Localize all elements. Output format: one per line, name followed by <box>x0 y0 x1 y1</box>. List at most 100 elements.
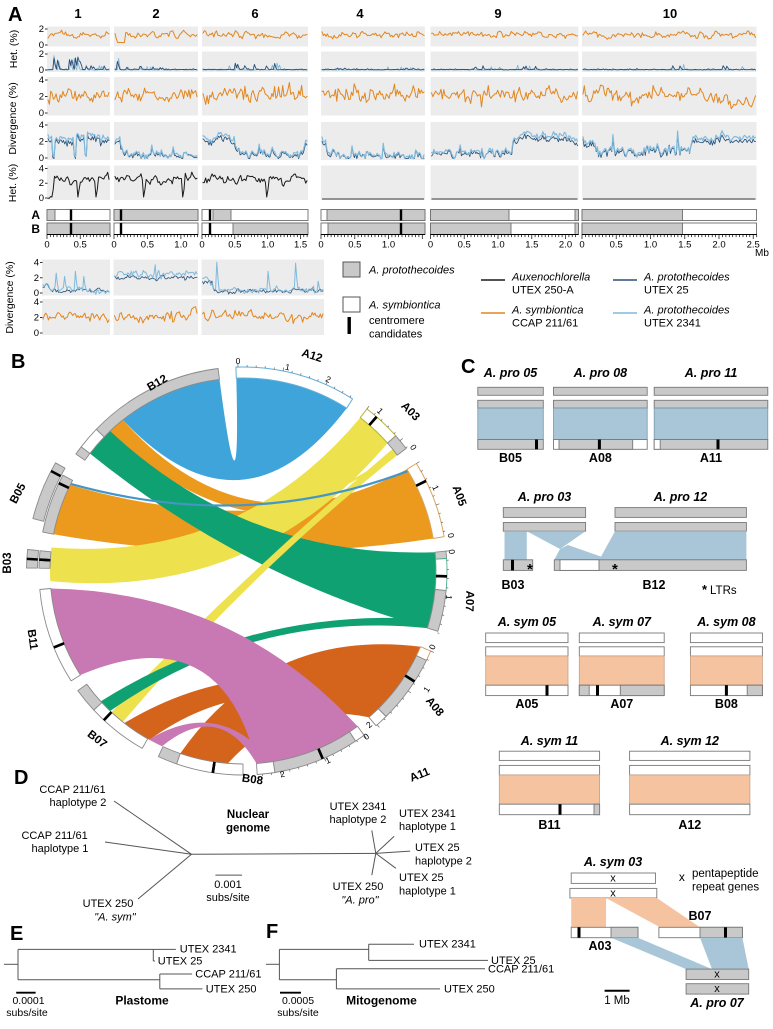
svg-text:1 Mb: 1 Mb <box>604 995 630 1007</box>
svg-text:1.0: 1.0 <box>491 240 504 251</box>
svg-text:A. pro 12: A. pro 12 <box>653 490 708 504</box>
svg-text:haplotype 2: haplotype 2 <box>330 814 387 826</box>
svg-text:*: * <box>612 561 618 578</box>
svg-text:0.0005: 0.0005 <box>282 995 314 1007</box>
svg-text:B11: B11 <box>538 818 560 832</box>
svg-text:0: 0 <box>428 240 433 251</box>
svg-text:x: x <box>714 983 720 995</box>
svg-text:pentapeptide: pentapeptide <box>692 868 759 880</box>
svg-text:4: 4 <box>356 6 364 21</box>
svg-text:0: 0 <box>318 240 323 251</box>
svg-text:CCAP 211/61: CCAP 211/61 <box>39 784 105 796</box>
svg-text:0.5: 0.5 <box>74 240 87 251</box>
svg-text:A. pro 11: A. pro 11 <box>684 366 738 380</box>
svg-text:E: E <box>10 923 23 945</box>
svg-text:2.0: 2.0 <box>712 240 725 251</box>
svg-text:UTEX 25: UTEX 25 <box>399 872 444 884</box>
svg-text:A11: A11 <box>700 451 722 465</box>
svg-text:UTEX 250-A: UTEX 250-A <box>512 285 574 297</box>
svg-text:A: A <box>8 4 22 26</box>
svg-text:haplotype 1: haplotype 1 <box>399 821 456 833</box>
svg-text:*: * <box>527 561 533 578</box>
svg-text:A. protothecoides: A. protothecoides <box>643 305 730 317</box>
svg-text:2: 2 <box>152 6 159 21</box>
svg-text:A. sym 12: A. sym 12 <box>660 734 719 748</box>
svg-text:D: D <box>14 767 28 789</box>
svg-text:UTEX 250: UTEX 250 <box>333 881 384 893</box>
svg-text:A. symbiontica: A. symbiontica <box>511 305 584 317</box>
svg-text:UTEX 25: UTEX 25 <box>644 285 689 297</box>
svg-text:CCAP 211/61: CCAP 211/61 <box>195 969 261 981</box>
svg-text:0.5: 0.5 <box>228 240 241 251</box>
svg-text:UTEX 2341: UTEX 2341 <box>180 944 237 956</box>
svg-text:UTEX 25: UTEX 25 <box>158 956 203 968</box>
svg-text:1: 1 <box>74 6 81 21</box>
svg-text:Mb: Mb <box>755 248 769 259</box>
svg-text:2.0: 2.0 <box>559 240 572 251</box>
svg-text:CCAP 211/61: CCAP 211/61 <box>512 318 578 330</box>
svg-text:A. pro 03: A. pro 03 <box>517 490 572 504</box>
svg-text:repeat genes: repeat genes <box>692 882 759 894</box>
svg-text:"A. sym": "A. sym" <box>94 912 137 924</box>
svg-text:Het. (%): Het. (%) <box>8 30 20 69</box>
svg-text:1.5: 1.5 <box>294 240 307 251</box>
svg-text:F: F <box>266 921 278 943</box>
svg-text:A07: A07 <box>610 697 633 711</box>
svg-text:1.5: 1.5 <box>525 240 538 251</box>
svg-text:UTEX 2341: UTEX 2341 <box>330 801 387 813</box>
svg-text:4: 4 <box>39 164 44 175</box>
svg-text:candidates: candidates <box>369 329 423 341</box>
svg-text:0.5: 0.5 <box>610 240 623 251</box>
svg-text:A. protothecoides: A. protothecoides <box>643 272 730 284</box>
svg-text:1.0: 1.0 <box>382 240 395 251</box>
svg-text:2: 2 <box>39 178 44 189</box>
svg-text:UTEX 25: UTEX 25 <box>415 842 460 854</box>
svg-text:1.0: 1.0 <box>261 240 274 251</box>
svg-text:2: 2 <box>34 313 39 324</box>
svg-text:centromere: centromere <box>369 315 425 327</box>
svg-text:Divergence (%): Divergence (%) <box>7 82 19 154</box>
svg-text:A07: A07 <box>463 590 476 612</box>
svg-text:0: 0 <box>39 108 44 119</box>
svg-text:"A. pro": "A. pro" <box>341 895 379 907</box>
svg-text:subs/site: subs/site <box>6 1007 48 1019</box>
svg-text:4: 4 <box>39 120 44 131</box>
svg-text:A. sym 11: A. sym 11 <box>520 734 578 748</box>
svg-text:UTEX 2341: UTEX 2341 <box>644 318 701 330</box>
svg-text:B03: B03 <box>502 578 525 592</box>
svg-text:B07: B07 <box>689 909 712 923</box>
svg-text:0.5: 0.5 <box>458 240 471 251</box>
svg-text:UTEX 2341: UTEX 2341 <box>399 808 456 820</box>
svg-text:A. protothecoides: A. protothecoides <box>368 265 455 277</box>
svg-text:Plastome: Plastome <box>115 994 169 1008</box>
svg-text:B05: B05 <box>499 451 522 465</box>
svg-text:0: 0 <box>39 153 44 164</box>
svg-text:A08: A08 <box>589 451 612 465</box>
svg-text:2: 2 <box>39 24 44 35</box>
svg-text:0: 0 <box>39 193 44 204</box>
svg-text:C: C <box>461 356 475 378</box>
svg-text:0: 0 <box>199 240 204 251</box>
svg-text:2: 2 <box>39 49 44 60</box>
svg-text:0: 0 <box>34 328 39 339</box>
svg-text:B: B <box>31 222 40 236</box>
svg-text:UTEX 2341: UTEX 2341 <box>419 939 476 951</box>
svg-text:A. sym 07: A. sym 07 <box>592 615 652 629</box>
svg-text:4: 4 <box>34 297 39 308</box>
svg-text:haplotype 2: haplotype 2 <box>50 797 107 809</box>
svg-text:2: 2 <box>39 137 44 148</box>
svg-text:A. sym 05: A. sym 05 <box>497 615 557 629</box>
svg-text:haplotype 2: haplotype 2 <box>415 856 472 868</box>
svg-text:A05: A05 <box>515 697 538 711</box>
svg-text:B03: B03 <box>2 552 14 573</box>
svg-text:10: 10 <box>663 6 677 21</box>
svg-text:subs/site: subs/site <box>277 1007 319 1019</box>
svg-text:Divergence (%): Divergence (%) <box>4 261 16 333</box>
svg-text:B12: B12 <box>643 578 666 592</box>
svg-text:0: 0 <box>579 240 584 251</box>
svg-text:Auxenochlorella: Auxenochlorella <box>511 272 590 284</box>
svg-text:x: x <box>610 873 616 885</box>
svg-text:0: 0 <box>44 240 49 251</box>
svg-text:haplotype 1: haplotype 1 <box>32 843 89 855</box>
svg-text:subs/site: subs/site <box>206 892 249 904</box>
